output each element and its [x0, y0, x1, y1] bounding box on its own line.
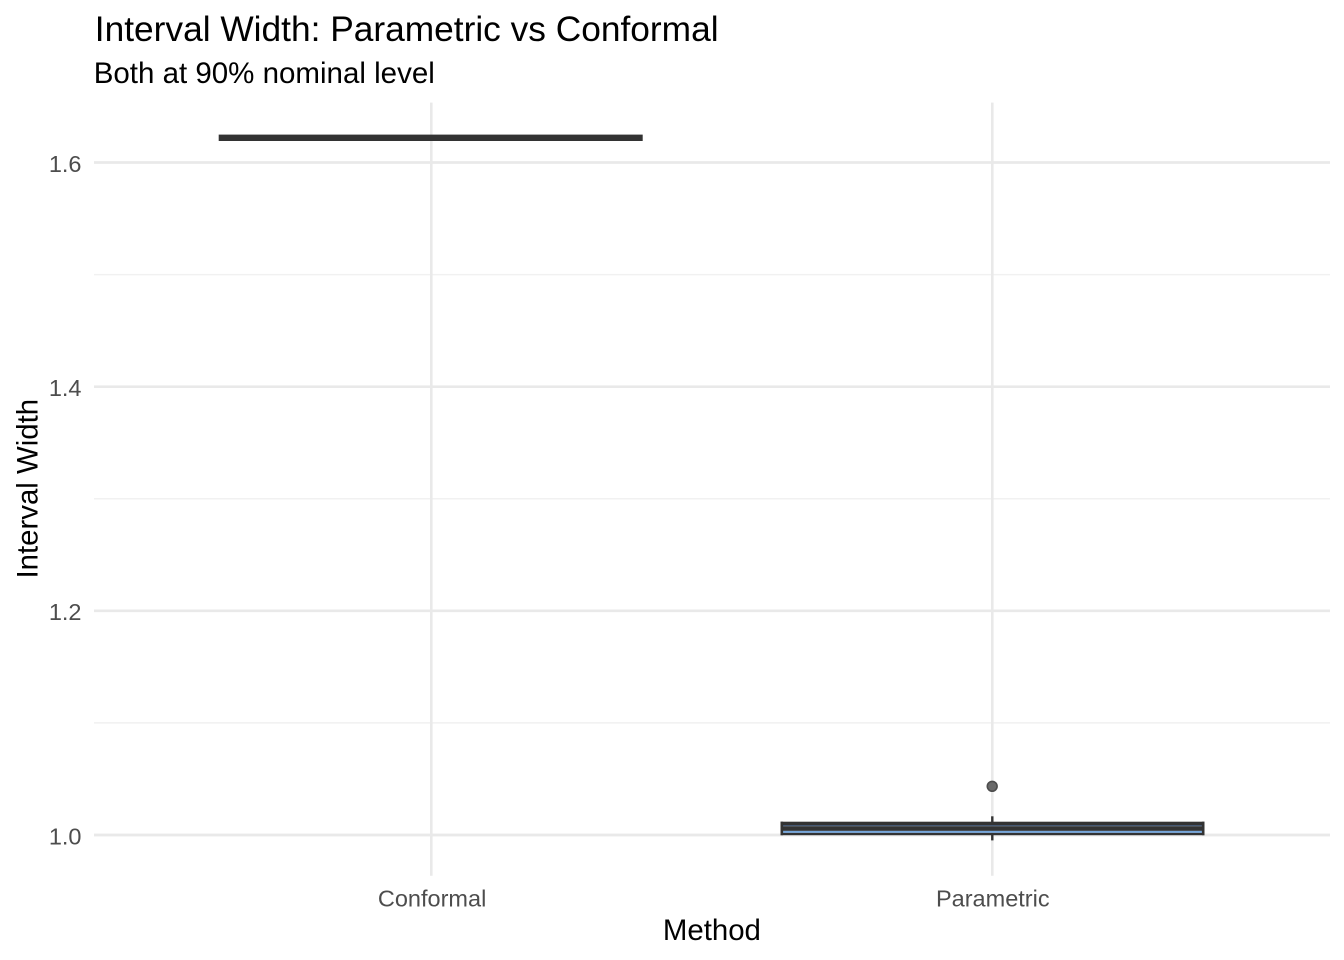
svg-text:Conformal: Conformal	[378, 886, 486, 912]
svg-text:Interval Width: Interval Width	[12, 399, 45, 579]
svg-text:Method: Method	[663, 914, 761, 947]
svg-text:1.4: 1.4	[49, 375, 82, 401]
svg-text:1.6: 1.6	[49, 151, 82, 177]
svg-text:Interval Width: Parametric vs: Interval Width: Parametric vs Conformal	[95, 10, 719, 49]
svg-text:1.2: 1.2	[49, 599, 82, 625]
svg-text:Both at 90% nominal level: Both at 90% nominal level	[94, 57, 435, 90]
svg-text:1.0: 1.0	[49, 823, 82, 849]
svg-text:Parametric: Parametric	[936, 886, 1050, 912]
